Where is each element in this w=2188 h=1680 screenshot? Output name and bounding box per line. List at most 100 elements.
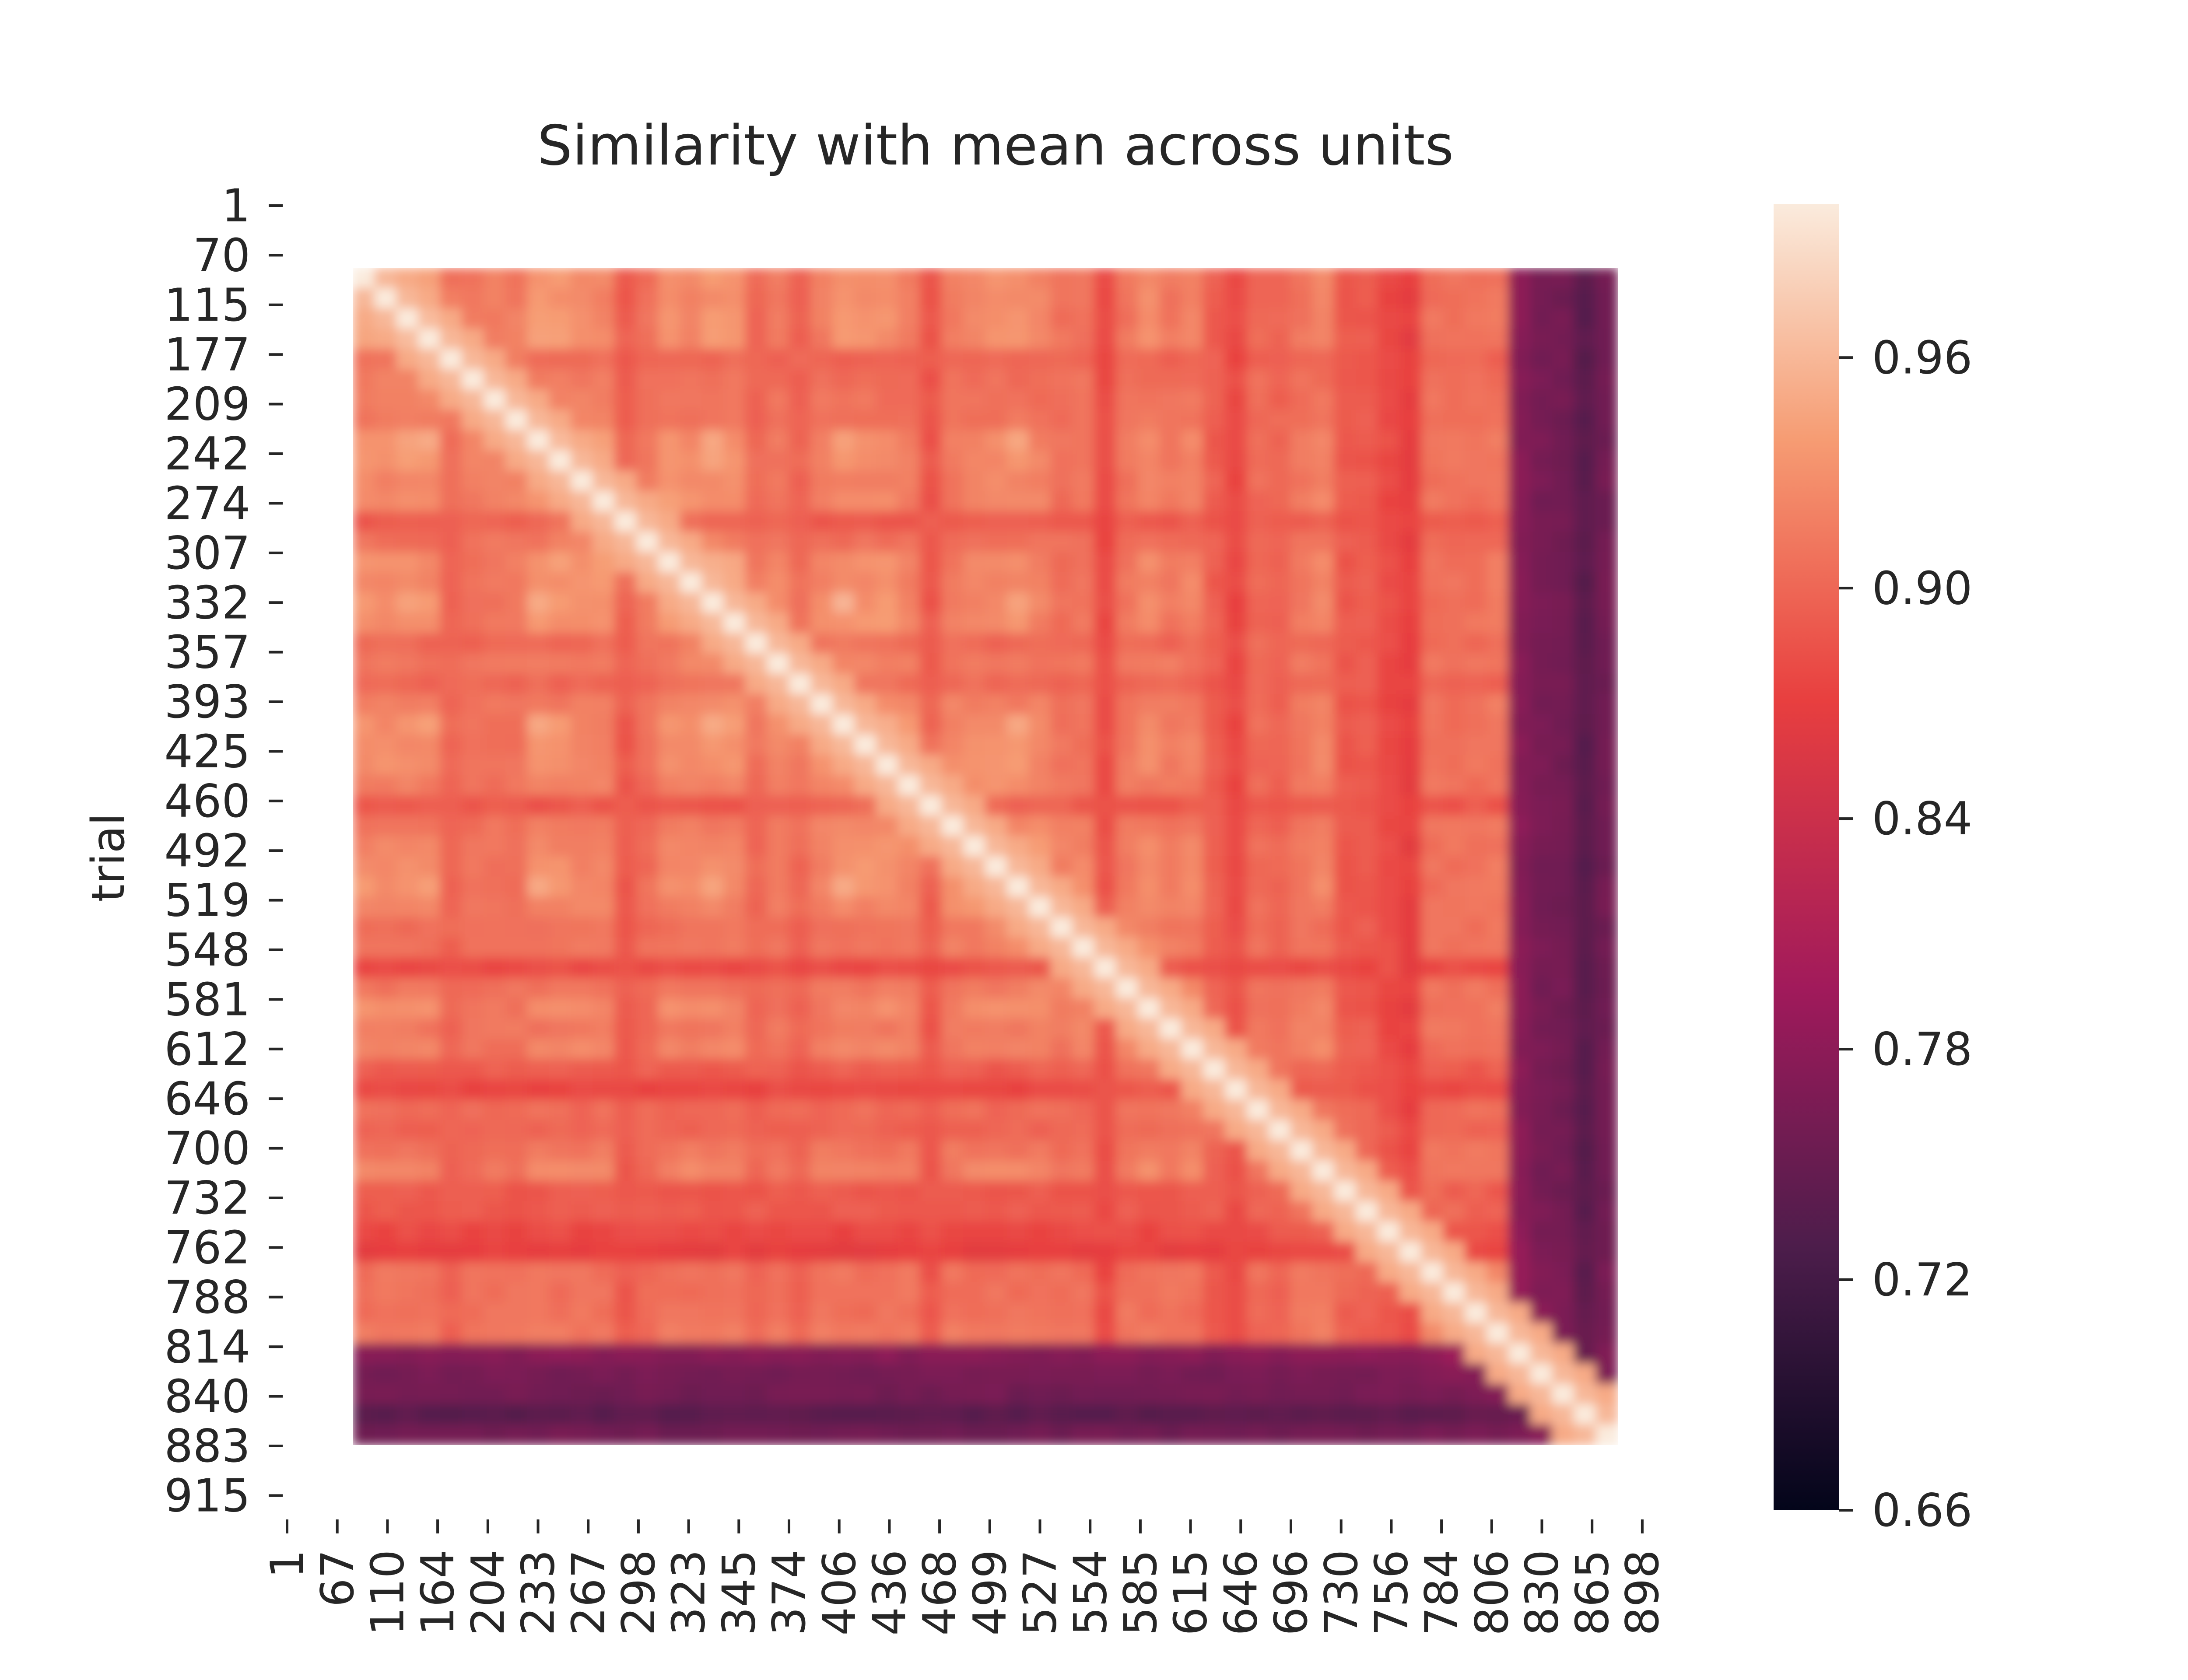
heatmap-cell [440, 1160, 463, 1182]
heatmap-cell [1006, 612, 1030, 634]
heatmap-cell [767, 531, 790, 553]
heatmap-cell [745, 978, 768, 999]
heatmap-cell [549, 917, 572, 938]
colorbar-tick-label: 0.90 [1872, 562, 1972, 615]
heatmap-cell [549, 1099, 572, 1121]
heatmap-cell [1595, 1099, 1618, 1121]
heatmap-cell [614, 714, 637, 735]
heatmap-cell [1290, 1079, 1313, 1101]
heatmap-cell [1094, 268, 1117, 289]
heatmap-cell [1290, 491, 1313, 512]
heatmap-cell [1421, 1079, 1444, 1101]
heatmap-cell [985, 572, 1008, 594]
heatmap-cell [1443, 491, 1466, 512]
heatmap-cell [1487, 1120, 1509, 1141]
heatmap-cell [527, 1099, 550, 1121]
heatmap-cell [614, 592, 637, 614]
heatmap-cell [723, 694, 746, 715]
heatmap-cell [680, 572, 703, 594]
heatmap-cell [1094, 1323, 1117, 1344]
heatmap-cell [1377, 856, 1400, 878]
heatmap-cell [1290, 1140, 1313, 1162]
heatmap-cell [1137, 1099, 1161, 1121]
heatmap-cell [1421, 450, 1444, 472]
heatmap-cell [1028, 470, 1052, 492]
heatmap-cell [440, 673, 463, 695]
heatmap-cell [1137, 694, 1161, 715]
heatmap-cell [505, 856, 528, 878]
heatmap-cell [1050, 430, 1073, 452]
heatmap-cell [1421, 1018, 1444, 1040]
heatmap-cell [658, 775, 681, 796]
heatmap-cell [1137, 410, 1161, 431]
heatmap-cell [1268, 1181, 1291, 1202]
heatmap-cell [1181, 592, 1204, 614]
heatmap-cell [571, 1302, 594, 1324]
heatmap-cell [789, 491, 812, 512]
heatmap-cell [876, 978, 899, 999]
heatmap-cell [1508, 491, 1531, 512]
heatmap-cell [636, 896, 659, 918]
heatmap-cell [505, 491, 528, 512]
heatmap-cell [789, 450, 812, 472]
heatmap-cell [527, 268, 550, 289]
heatmap-cell [1225, 917, 1248, 938]
heatmap-cell [1072, 430, 1095, 452]
heatmap-cell [1595, 1201, 1618, 1222]
heatmap-cell [1552, 1140, 1575, 1162]
heatmap-cell [614, 876, 637, 898]
heatmap-cell [505, 1404, 528, 1425]
heatmap-cell [374, 1262, 397, 1283]
heatmap-cell [462, 755, 484, 776]
heatmap-cell [1159, 450, 1182, 472]
heatmap-cell [1312, 1323, 1335, 1344]
heatmap-cell [658, 917, 681, 938]
heatmap-cell [789, 1404, 812, 1425]
heatmap-cell [810, 531, 834, 553]
heatmap-cell [898, 775, 921, 796]
heatmap-cell [1356, 1099, 1378, 1121]
heatmap-cell [810, 633, 834, 654]
y-tick-label: 700 [164, 1123, 250, 1175]
heatmap-cell [658, 1140, 681, 1162]
heatmap-cell [1465, 1221, 1487, 1243]
heatmap-cell [1246, 957, 1269, 979]
heatmap-cell [462, 795, 484, 817]
heatmap-cell [571, 734, 594, 756]
heatmap-cell [614, 1242, 637, 1263]
heatmap-cell [1465, 491, 1487, 512]
heatmap-cell [789, 612, 812, 634]
heatmap-cell [1268, 450, 1291, 472]
heatmap-cell [1399, 1282, 1422, 1304]
heatmap-cell [1225, 369, 1248, 391]
heatmap-cell [484, 1242, 506, 1263]
heatmap-cell [1116, 1120, 1139, 1141]
heatmap-cell [1116, 308, 1139, 330]
heatmap-cell [1268, 1404, 1291, 1425]
heatmap-cell [1312, 633, 1335, 654]
heatmap-cell [701, 1424, 724, 1445]
heatmap-cell [1225, 410, 1248, 431]
heatmap-cell [1399, 268, 1422, 289]
y-tick-label: 70 [193, 229, 250, 282]
heatmap-cell [1159, 876, 1182, 898]
heatmap-cell [1225, 572, 1248, 594]
heatmap-cell [701, 612, 724, 634]
heatmap-cell [396, 917, 419, 938]
heatmap-cell [1181, 511, 1204, 532]
heatmap-cell [1399, 552, 1422, 573]
heatmap-cell [963, 1181, 986, 1202]
heatmap-cell [1050, 694, 1073, 715]
heatmap-cell [1006, 349, 1030, 370]
heatmap-cell [1356, 1120, 1378, 1141]
heatmap-cell [549, 1018, 572, 1040]
heatmap-cell [1334, 1302, 1357, 1324]
heatmap-cell [571, 714, 594, 735]
heatmap-cell [462, 896, 484, 918]
heatmap-cell [963, 1079, 986, 1101]
heatmap-cell [1006, 734, 1030, 756]
x-tick-label: 756 [1365, 1550, 1418, 1636]
heatmap-cell [1574, 978, 1597, 999]
heatmap-cell [1116, 714, 1139, 735]
heatmap-cell [680, 856, 703, 878]
